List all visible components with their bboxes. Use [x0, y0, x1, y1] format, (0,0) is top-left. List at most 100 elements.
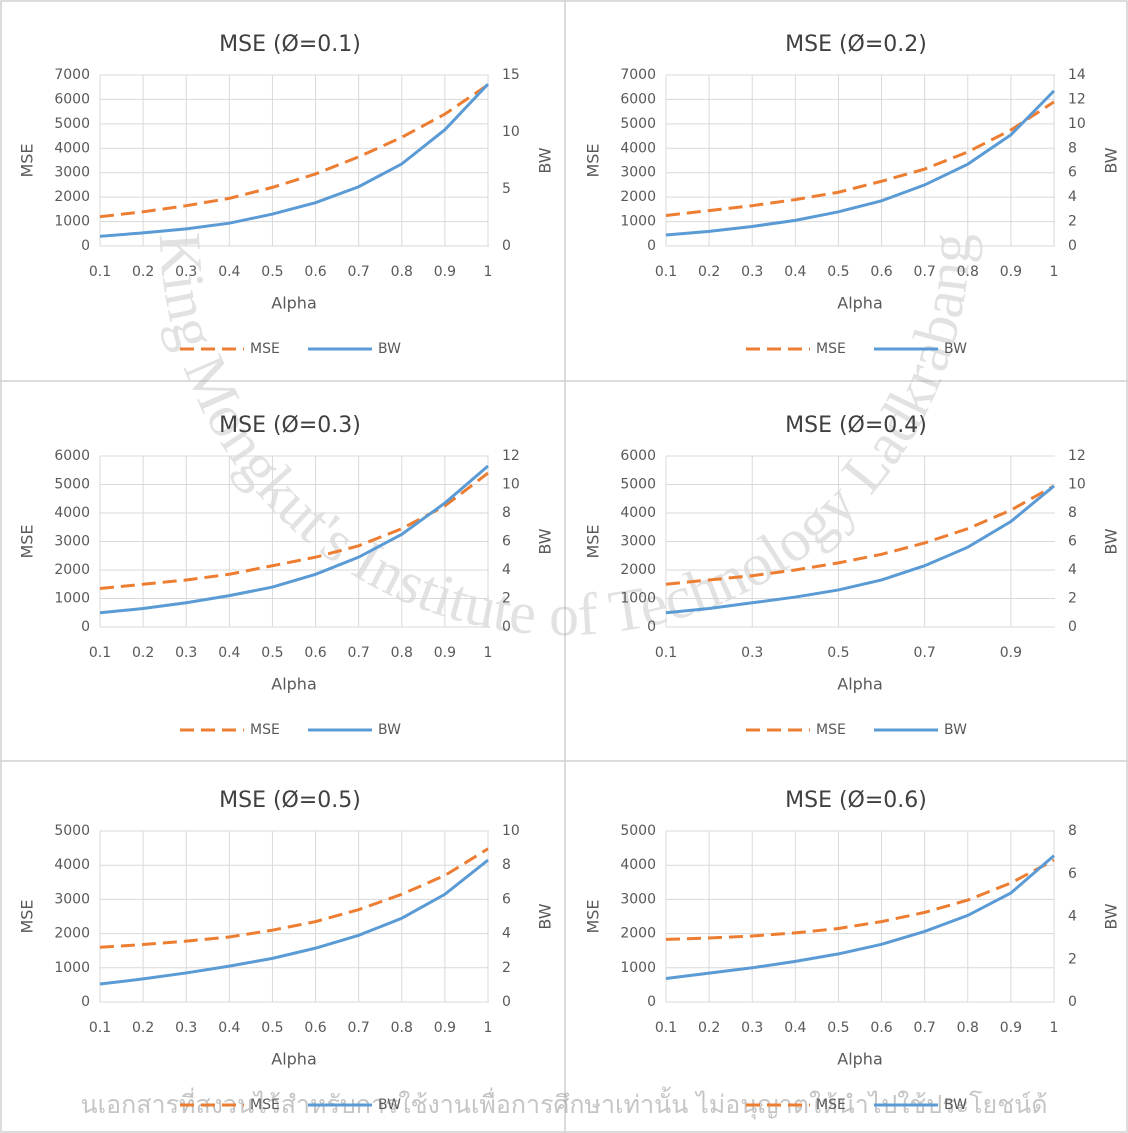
y2-axis-label: BW: [1102, 903, 1121, 929]
y2-tick-label: 4: [502, 926, 511, 942]
y2-tick-label: 0: [502, 238, 511, 254]
x-tick-label: 0.1: [89, 264, 111, 280]
x-tick-label: 1: [1050, 264, 1059, 280]
x-tick-label: 0.4: [784, 1020, 806, 1036]
y-tick-label: 0: [647, 238, 656, 254]
x-tick-label: 0.6: [304, 645, 326, 661]
y-tick-label: 0: [647, 619, 656, 635]
y2-tick-label: 14: [1068, 67, 1086, 83]
series-line: [99, 858, 489, 986]
y2-tick-label: 2: [502, 591, 511, 607]
x-tick-label: 0.5: [261, 645, 283, 661]
y-tick-label: 0: [81, 238, 90, 254]
legend-label: BW: [944, 341, 967, 357]
legend-label: MSE: [816, 1097, 846, 1113]
y-tick-label: 5000: [54, 116, 90, 132]
x-tick-label: 0.5: [261, 264, 283, 280]
y2-tick-label: 2: [1068, 951, 1077, 967]
chart-title: MSE (Ø=0.4): [785, 413, 927, 438]
legend-label: MSE: [250, 1097, 280, 1113]
x-tick-label: 0.6: [870, 1020, 892, 1036]
x-tick-label: 0.2: [698, 1020, 720, 1036]
y-tick-label: 2000: [620, 926, 656, 942]
x-axis-label: Alpha: [271, 675, 317, 694]
y2-tick-label: 10: [1068, 477, 1086, 493]
x-tick-label: 0.3: [175, 1020, 197, 1036]
x-axis-label: Alpha: [271, 294, 317, 313]
series-line: [99, 83, 490, 238]
series-line: [99, 464, 489, 615]
y-tick-label: 6000: [54, 91, 90, 107]
x-tick-label: 0.4: [218, 1020, 240, 1036]
x-tick-label: 0.7: [914, 264, 936, 280]
y-tick-label: 6000: [54, 448, 90, 464]
x-tick-label: 0.9: [1000, 645, 1022, 661]
x-tick-label: 0.1: [655, 264, 677, 280]
x-tick-label: 0.4: [218, 264, 240, 280]
chart-panel: 0 1000 2000 3000 4000 5000 0.1 0.2 0.3 0.4 0.5 0.6 0…: [18, 788, 555, 1113]
y2-tick-label: 0: [1068, 994, 1077, 1010]
y2-tick-label: 8: [502, 857, 511, 873]
chart-title: MSE (Ø=0.1): [219, 32, 361, 57]
y2-tick-label: 10: [1068, 116, 1086, 132]
y-tick-label: 4000: [54, 857, 90, 873]
watermark-footer: นเอกสารที่สงวนไว้สำหรับการใช้งานเพื่อการ…: [81, 1086, 1048, 1120]
y-tick-label: 3000: [620, 534, 656, 550]
series-line: [665, 484, 1055, 615]
y2-axis-label: BW: [536, 903, 555, 929]
y-axis-label: MSE: [584, 143, 603, 177]
x-tick-label: 1: [484, 645, 493, 661]
y2-tick-label: 5: [502, 181, 511, 197]
y2-tick-label: 0: [502, 994, 511, 1010]
x-tick-label: 0.8: [957, 1020, 979, 1036]
series-line: [665, 89, 1056, 237]
x-axis-label: Alpha: [837, 1050, 883, 1069]
chart-panel: 0 1000 2000 3000 4000 5000 6000 0.1 0.2 0.3 0.4 0.5…: [18, 413, 555, 738]
y-axis-label: MSE: [18, 524, 37, 558]
y2-tick-label: 10: [502, 477, 520, 493]
y-tick-label: 5000: [54, 823, 90, 839]
y2-axis-label: BW: [536, 147, 555, 173]
y2-tick-label: 10: [502, 124, 520, 140]
x-tick-label: 0.3: [741, 264, 763, 280]
x-tick-label: 0.2: [698, 264, 720, 280]
x-tick-label: 0.7: [348, 264, 370, 280]
y2-tick-label: 0: [1068, 238, 1077, 254]
y2-tick-label: 8: [1068, 505, 1077, 521]
y2-axis-label: BW: [536, 528, 555, 554]
chart-panel: 0 1000 2000 3000 4000 5000 0.1 0.2 0.3 0.4 0.5 0.6 0…: [584, 788, 1121, 1113]
y-tick-label: 3000: [620, 891, 656, 907]
y-tick-label: 1000: [54, 591, 90, 607]
y-tick-label: 3000: [54, 165, 90, 181]
y2-tick-label: 0: [502, 619, 511, 635]
x-tick-label: 0.3: [175, 645, 197, 661]
y-tick-label: 1000: [620, 214, 656, 230]
x-tick-label: 0.2: [132, 264, 154, 280]
x-axis-label: Alpha: [837, 294, 883, 313]
y2-tick-label: 12: [502, 448, 520, 464]
chart-panel: 0 1000 2000 3000 4000 5000 6000 0.1 0.3 0.5 0.7 0.9…: [584, 413, 1121, 738]
y-axis-label: MSE: [584, 899, 603, 933]
y-tick-label: 0: [647, 994, 656, 1010]
x-tick-label: 0.7: [348, 1020, 370, 1036]
x-tick-label: 1: [1050, 1020, 1059, 1036]
x-tick-label: 0.1: [89, 1020, 111, 1036]
y2-axis-label: BW: [1102, 147, 1121, 173]
y-tick-label: 1000: [620, 591, 656, 607]
x-tick-label: 0.8: [391, 1020, 413, 1036]
y2-tick-label: 15: [502, 67, 520, 83]
y-tick-label: 0: [81, 994, 90, 1010]
y2-tick-label: 2: [1068, 591, 1077, 607]
x-tick-label: 0.8: [957, 264, 979, 280]
x-tick-label: 0.2: [132, 645, 154, 661]
y-tick-label: 3000: [54, 891, 90, 907]
y2-tick-label: 4: [502, 562, 511, 578]
x-tick-label: 1: [484, 264, 493, 280]
chart-title: MSE (Ø=0.6): [785, 788, 927, 813]
y-tick-label: 6000: [620, 91, 656, 107]
y-tick-label: 3000: [54, 534, 90, 550]
y-tick-label: 1000: [54, 214, 90, 230]
x-tick-label: 0.6: [870, 264, 892, 280]
